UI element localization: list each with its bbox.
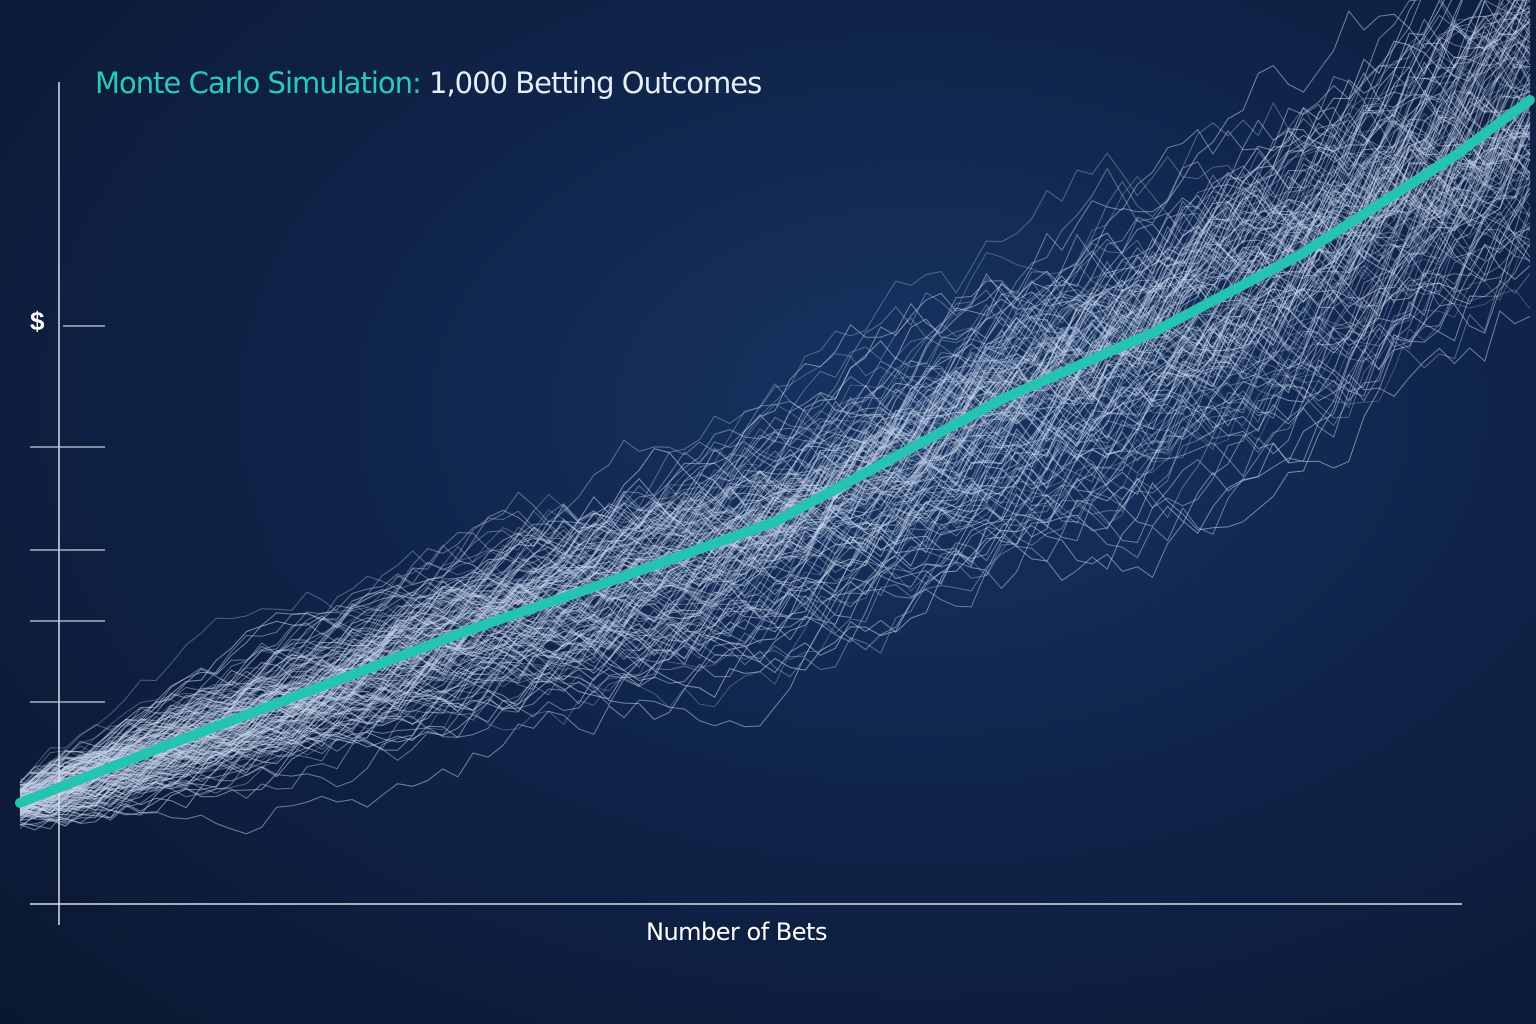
simulation-path bbox=[19, 37, 1531, 792]
y-axis-label: $ bbox=[30, 306, 45, 336]
simulation-path bbox=[19, 105, 1531, 820]
simulation-path bbox=[19, 0, 1531, 811]
simulation-path bbox=[19, 167, 1531, 794]
simulation-path bbox=[19, 0, 1504, 813]
simulation-path bbox=[19, 0, 1531, 818]
simulation-path bbox=[19, 180, 1531, 808]
simulation-path bbox=[19, 242, 1531, 835]
simulation-path bbox=[19, 90, 1531, 792]
simulation-path bbox=[19, 145, 1531, 798]
simulation-path bbox=[19, 36, 1531, 792]
simulation-path bbox=[19, 148, 1531, 809]
simulation-path bbox=[19, 158, 1531, 810]
simulation-path bbox=[19, 289, 1531, 791]
simulation-path bbox=[19, 240, 1531, 782]
simulation-path bbox=[19, 12, 1531, 809]
mean-line bbox=[15, 95, 1535, 808]
simulation-path bbox=[19, 0, 1531, 812]
simulation-path bbox=[19, 171, 1531, 825]
simulation-path bbox=[19, 26, 1531, 793]
simulation-path bbox=[19, 206, 1531, 796]
simulation-path bbox=[19, 0, 1528, 783]
simulation-path bbox=[19, 126, 1531, 831]
simulation-path bbox=[19, 121, 1531, 792]
simulation-path bbox=[19, 15, 1531, 791]
simulation-path bbox=[19, 131, 1531, 804]
simulation-path bbox=[19, 0, 1524, 816]
simulation-path bbox=[19, 0, 1516, 812]
simulation-path bbox=[19, 48, 1531, 801]
simulation-path bbox=[19, 0, 1462, 810]
x-axis-label: Number of Bets bbox=[646, 918, 827, 946]
simulation-path bbox=[19, 100, 1531, 816]
simulation-path bbox=[19, 228, 1531, 814]
simulation-path bbox=[19, 131, 1531, 791]
simulation-path bbox=[19, 0, 1531, 821]
simulation-path bbox=[19, 63, 1531, 821]
simulation-path bbox=[19, 192, 1531, 804]
simulation-path bbox=[19, 73, 1531, 801]
simulation-path bbox=[19, 0, 1516, 783]
simulation-path bbox=[19, 98, 1531, 793]
simulation-path bbox=[19, 0, 1519, 806]
simulation-paths bbox=[19, 0, 1531, 835]
chart-title: Monte Carlo Simulation: 1,000 Betting Ou… bbox=[95, 66, 762, 100]
simulation-path bbox=[19, 217, 1531, 806]
simulation-path bbox=[19, 15, 1531, 792]
simulation-path bbox=[19, 0, 1525, 818]
simulation-path bbox=[19, 136, 1531, 795]
simulation-path bbox=[19, 0, 1422, 809]
y-ticks bbox=[30, 325, 105, 774]
simulation-path bbox=[19, 131, 1531, 823]
simulation-path bbox=[19, 55, 1531, 792]
simulation-path bbox=[19, 182, 1531, 815]
simulation-path bbox=[19, 0, 1464, 816]
simulation-path bbox=[19, 0, 1484, 795]
simulation-path bbox=[19, 108, 1531, 787]
simulation-path bbox=[19, 104, 1531, 807]
simulation-path bbox=[19, 71, 1531, 826]
simulation-path bbox=[19, 84, 1531, 804]
simulation-path bbox=[19, 223, 1531, 807]
simulation-path bbox=[19, 96, 1531, 807]
simulation-path bbox=[19, 216, 1531, 814]
simulation-path bbox=[19, 18, 1531, 818]
title-prefix: Monte Carlo Simulation: bbox=[95, 66, 422, 100]
simulation-path bbox=[19, 228, 1531, 808]
simulation-path bbox=[19, 229, 1531, 791]
simulation-path bbox=[19, 90, 1531, 810]
simulation-path bbox=[19, 42, 1531, 796]
simulation-path bbox=[19, 58, 1531, 787]
title-suffix: 1,000 Betting Outcomes bbox=[429, 66, 762, 100]
simulation-path bbox=[19, 17, 1531, 796]
simulation-path bbox=[19, 75, 1531, 810]
simulation-path bbox=[19, 172, 1531, 802]
simulation-path bbox=[19, 86, 1531, 816]
simulation-path bbox=[19, 94, 1531, 799]
simulation-path bbox=[19, 233, 1531, 793]
simulation-path bbox=[19, 154, 1531, 807]
simulation-path bbox=[19, 105, 1531, 792]
simulation-path bbox=[19, 36, 1531, 797]
simulation-path bbox=[19, 147, 1531, 827]
simulation-path bbox=[19, 192, 1531, 799]
